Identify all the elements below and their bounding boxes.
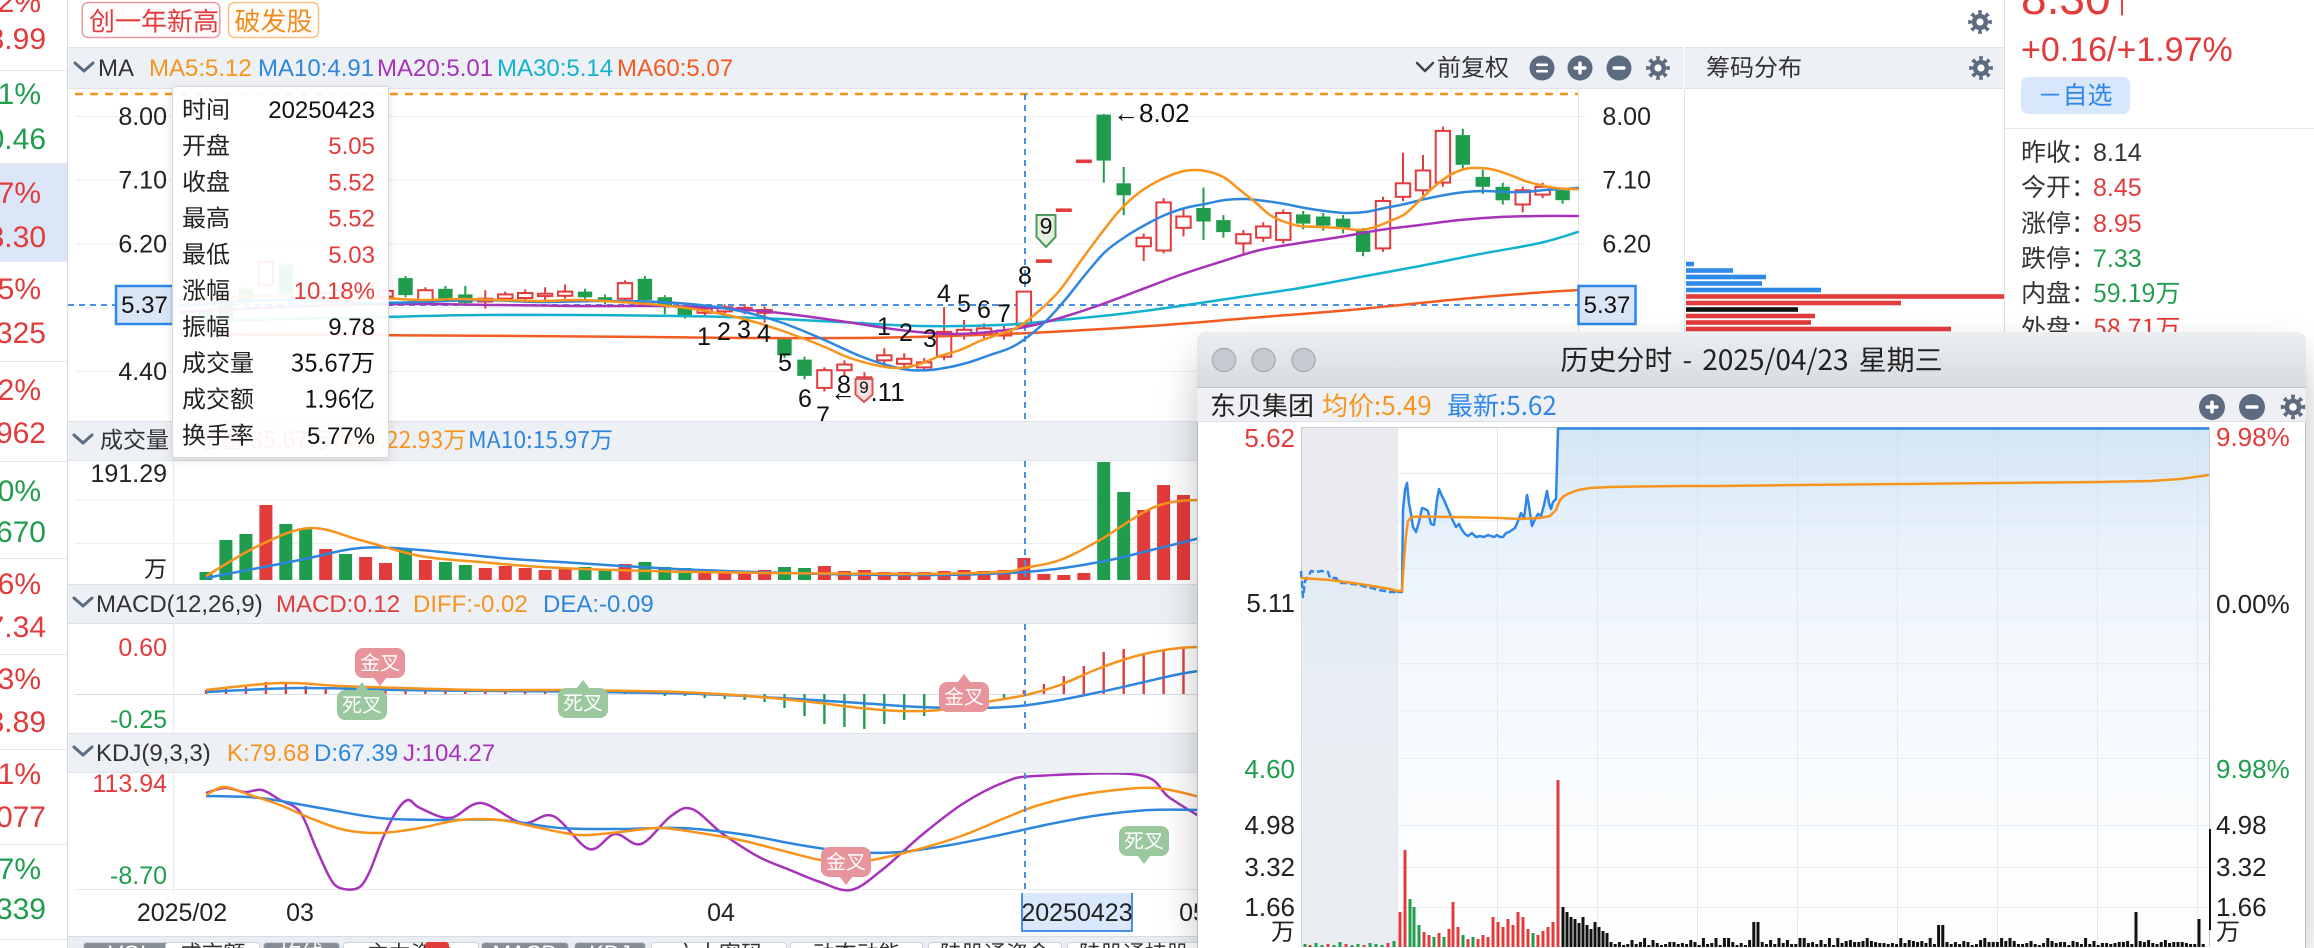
svg-text:4.98: 4.98 — [1244, 810, 1295, 840]
svg-text:7.33: 7.33 — [2093, 245, 2142, 273]
svg-text:5: 5 — [778, 349, 792, 377]
svg-text:MA10:4.91: MA10:4.91 — [258, 55, 374, 82]
svg-text:1.66: 1.66 — [1244, 892, 1295, 922]
svg-text:6: 6 — [977, 296, 991, 324]
svg-text:5.05: 5.05 — [328, 133, 375, 160]
svg-text:←8.02: ←8.02 — [1113, 98, 1190, 128]
svg-text:4.60: 4.60 — [1244, 754, 1295, 784]
svg-text:5.37: 5.37 — [121, 292, 168, 319]
svg-text:2: 2 — [717, 318, 731, 346]
svg-text:8.14: 8.14 — [2093, 139, 2142, 167]
svg-text:8: 8 — [837, 371, 851, 399]
svg-text:0.60: 0.60 — [118, 634, 167, 662]
svg-text:MACD(12,26,9): MACD(12,26,9) — [96, 591, 263, 618]
svg-text:-0.25: -0.25 — [110, 706, 167, 733]
svg-text:D:67.39: D:67.39 — [314, 740, 398, 767]
svg-text:4.40: 4.40 — [118, 358, 167, 386]
svg-text:04: 04 — [707, 899, 735, 927]
svg-text:4: 4 — [937, 280, 951, 308]
svg-text:DEA:-0.09: DEA:-0.09 — [543, 591, 654, 618]
svg-text:+0.16/+1.97%: +0.16/+1.97% — [2021, 31, 2233, 69]
svg-text:4: 4 — [757, 320, 771, 348]
svg-text:5.37: 5.37 — [1584, 292, 1631, 319]
svg-text:VOL: VOL — [108, 941, 152, 948]
svg-text:20250423: 20250423 — [1021, 899, 1132, 927]
svg-text:6.20: 6.20 — [1602, 230, 1651, 258]
svg-text:2: 2 — [899, 319, 913, 347]
svg-text:5.03: 5.03 — [328, 242, 375, 269]
svg-text:3: 3 — [737, 316, 751, 344]
svg-text:J:104.27: J:104.27 — [403, 740, 495, 767]
svg-text:20250423: 20250423 — [268, 97, 375, 124]
svg-text:1: 1 — [697, 323, 711, 351]
svg-text:5.77%: 5.77% — [307, 423, 375, 450]
svg-text:8: 8 — [1018, 262, 1032, 290]
svg-text:6.20: 6.20 — [118, 230, 167, 258]
svg-text:MA20:5.01: MA20:5.01 — [377, 55, 493, 82]
svg-text:MA: MA — [98, 55, 134, 82]
svg-text:5.52: 5.52 — [328, 169, 375, 196]
svg-text:3.32: 3.32 — [1244, 852, 1295, 882]
svg-text:MA30:5.14: MA30:5.14 — [497, 55, 613, 82]
svg-text:7.10: 7.10 — [118, 167, 167, 195]
svg-text:8.00: 8.00 — [118, 103, 167, 131]
svg-text:113.94: 113.94 — [92, 773, 167, 798]
svg-text:DIFF:-0.02: DIFF:-0.02 — [413, 591, 528, 618]
svg-text:3.32: 3.32 — [2216, 852, 2267, 882]
svg-text:5.52: 5.52 — [328, 206, 375, 233]
svg-text:03: 03 — [286, 899, 314, 927]
svg-text:MA5:5.12: MA5:5.12 — [149, 55, 252, 82]
svg-text:KDJ(9,3,3): KDJ(9,3,3) — [96, 740, 211, 767]
svg-text:KDJ: KDJ — [589, 941, 631, 948]
svg-text:0.00%: 0.00% — [2216, 589, 2290, 619]
svg-text:8.30↑: 8.30↑ — [2021, 0, 2134, 24]
svg-text:10.18%: 10.18% — [294, 278, 375, 305]
svg-text:MA60:5.07: MA60:5.07 — [617, 55, 733, 82]
svg-text:191.29: 191.29 — [91, 461, 167, 488]
svg-text:5: 5 — [957, 290, 971, 318]
svg-text:4.98: 4.98 — [2216, 810, 2267, 840]
svg-text:7.10: 7.10 — [1602, 167, 1651, 195]
svg-text:MACD:0.12: MACD:0.12 — [276, 591, 400, 618]
svg-text:2025/02: 2025/02 — [137, 899, 227, 927]
svg-text:-8.70: -8.70 — [110, 862, 167, 890]
svg-text:MACD: MACD — [493, 941, 558, 948]
svg-text:9.78: 9.78 — [328, 314, 375, 341]
svg-text:9: 9 — [1040, 213, 1053, 239]
svg-text:5.11: 5.11 — [1246, 588, 1295, 618]
svg-text:8.95: 8.95 — [2093, 210, 2142, 238]
svg-text:5.62: 5.62 — [1244, 423, 1295, 453]
svg-text:9.98%: 9.98% — [2216, 422, 2290, 452]
svg-text:6: 6 — [798, 385, 812, 413]
svg-text:1: 1 — [877, 313, 891, 341]
svg-text:7: 7 — [816, 402, 830, 421]
svg-text:9.98%: 9.98% — [2216, 754, 2290, 784]
svg-text:9: 9 — [859, 378, 868, 397]
svg-text:3: 3 — [923, 325, 937, 353]
svg-text:8.00: 8.00 — [1602, 103, 1651, 131]
svg-text:K:79.68: K:79.68 — [227, 740, 310, 767]
svg-text:1.66: 1.66 — [2216, 892, 2267, 922]
svg-text:8.45: 8.45 — [2093, 174, 2142, 202]
svg-text:7: 7 — [997, 300, 1011, 328]
